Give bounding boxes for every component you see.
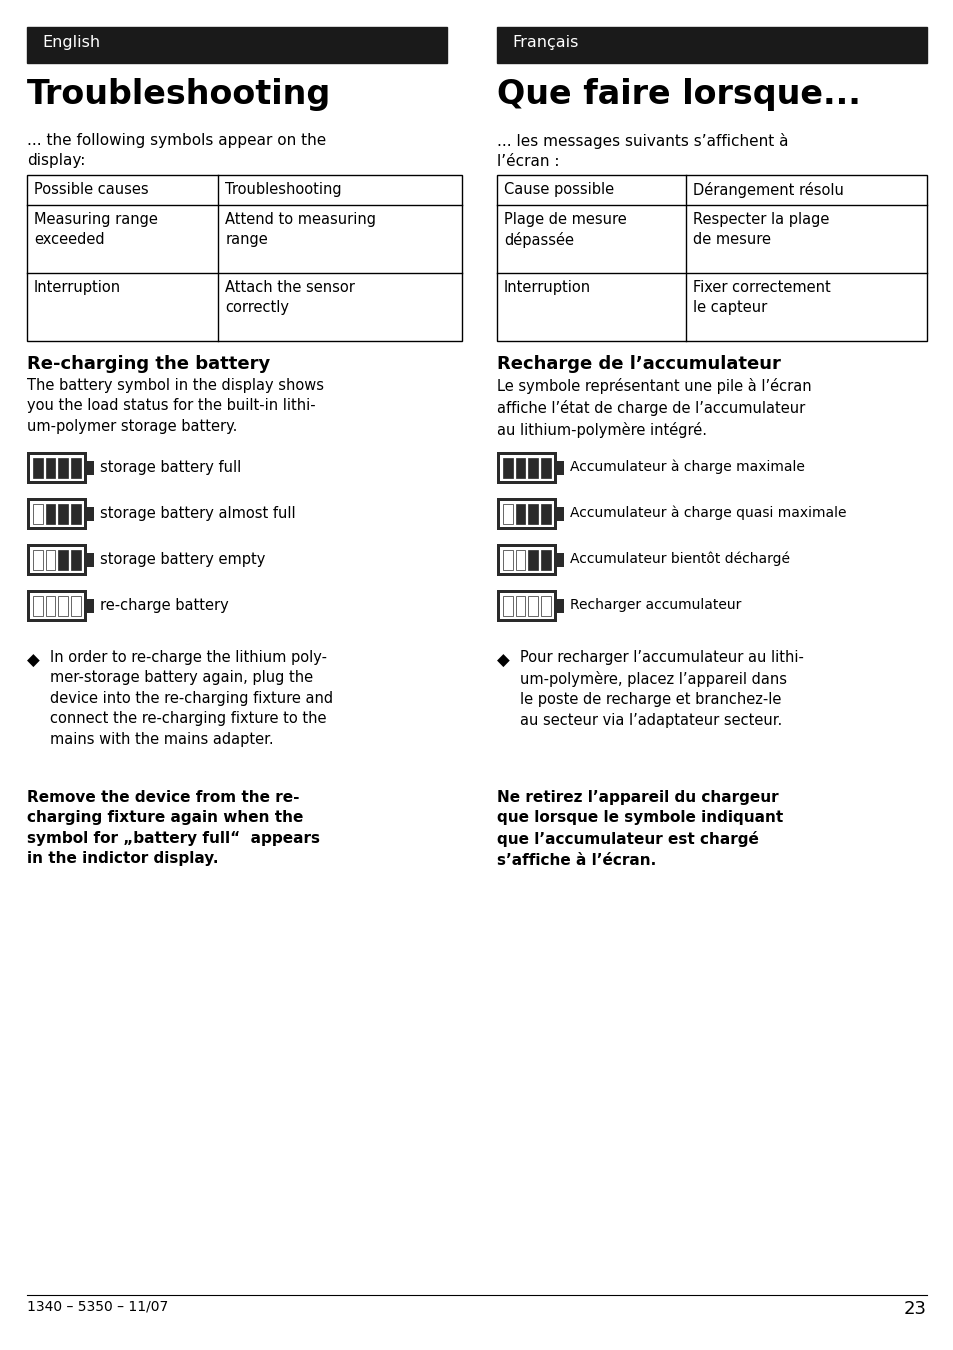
Bar: [46, 504, 55, 524]
Bar: [30, 501, 84, 526]
Text: Recharger accumulateur: Recharger accumulateur: [569, 598, 740, 612]
Bar: [528, 458, 537, 478]
Bar: [71, 595, 81, 616]
Bar: [528, 504, 537, 524]
Bar: [46, 549, 55, 570]
Text: Interruption: Interruption: [34, 279, 121, 296]
Text: storage battery full: storage battery full: [100, 460, 241, 475]
Text: Attach the sensor
correctly: Attach the sensor correctly: [225, 279, 355, 315]
Bar: [516, 549, 525, 570]
Text: Recharge de l’accumulateur: Recharge de l’accumulateur: [497, 355, 781, 373]
Bar: [540, 504, 551, 524]
Text: Accumulateur bientôt déchargé: Accumulateur bientôt déchargé: [569, 552, 789, 567]
Bar: [557, 554, 563, 567]
Bar: [557, 508, 563, 521]
Bar: [46, 458, 55, 478]
Text: Que faire lorsque...: Que faire lorsque...: [497, 78, 860, 111]
Bar: [33, 458, 43, 478]
Text: Possible causes: Possible causes: [34, 182, 149, 197]
Text: Cause possible: Cause possible: [503, 182, 614, 197]
Text: Re-charging the battery: Re-charging the battery: [27, 355, 270, 373]
Bar: [87, 460, 94, 475]
Text: Troubleshooting: Troubleshooting: [225, 182, 342, 197]
Bar: [30, 455, 84, 481]
Text: Ne retirez l’appareil du chargeur
que lorsque le symbole indiquant
que l’accumul: Ne retirez l’appareil du chargeur que lo…: [497, 790, 782, 868]
Bar: [557, 460, 563, 475]
Bar: [27, 498, 87, 531]
Bar: [502, 458, 512, 478]
Bar: [540, 549, 551, 570]
Text: Accumulateur à charge quasi maximale: Accumulateur à charge quasi maximale: [569, 506, 845, 521]
Text: Measuring range
exceeded: Measuring range exceeded: [34, 212, 157, 247]
Text: re-charge battery: re-charge battery: [100, 598, 229, 613]
Bar: [502, 549, 512, 570]
Bar: [516, 458, 525, 478]
Bar: [71, 549, 81, 570]
Bar: [499, 455, 554, 481]
Bar: [540, 595, 551, 616]
Text: storage battery almost full: storage battery almost full: [100, 506, 295, 521]
Bar: [540, 458, 551, 478]
Bar: [46, 595, 55, 616]
Bar: [58, 549, 69, 570]
Bar: [499, 501, 554, 526]
Text: In order to re-charge the lithium poly-
mer-storage battery again, plug the
devi: In order to re-charge the lithium poly- …: [50, 649, 333, 747]
Bar: [497, 452, 557, 485]
Text: ◆: ◆: [497, 652, 509, 670]
Text: storage battery empty: storage battery empty: [100, 552, 265, 567]
Bar: [71, 458, 81, 478]
Text: Troubleshooting: Troubleshooting: [27, 78, 331, 111]
Bar: [516, 595, 525, 616]
Text: Pour recharger l’accumulateur au lithi-
um-polymère, placez l’appareil dans
le p: Pour recharger l’accumulateur au lithi- …: [519, 649, 803, 728]
Bar: [528, 595, 537, 616]
Bar: [30, 547, 84, 572]
Bar: [557, 599, 563, 613]
Text: Respecter la plage
de mesure: Respecter la plage de mesure: [693, 212, 829, 247]
Text: 23: 23: [903, 1300, 926, 1318]
Bar: [27, 27, 447, 63]
Bar: [33, 549, 43, 570]
Text: ... the following symbols appear on the
display:: ... the following symbols appear on the …: [27, 134, 326, 167]
Bar: [71, 504, 81, 524]
Text: ... les messages suivants s’affichent à
l’écran :: ... les messages suivants s’affichent à …: [497, 134, 788, 169]
Text: Remove the device from the re-
charging fixture again when the
symbol for „batte: Remove the device from the re- charging …: [27, 790, 319, 867]
Bar: [27, 452, 87, 485]
Bar: [516, 504, 525, 524]
Bar: [87, 508, 94, 521]
Bar: [27, 176, 461, 342]
Text: Français: Français: [512, 35, 578, 50]
Text: Plage de mesure
dépassée: Plage de mesure dépassée: [503, 212, 626, 248]
Bar: [58, 504, 69, 524]
Bar: [499, 593, 554, 620]
Bar: [33, 595, 43, 616]
Text: Interruption: Interruption: [503, 279, 591, 296]
Bar: [87, 554, 94, 567]
Text: Accumulateur à charge maximale: Accumulateur à charge maximale: [569, 460, 804, 474]
Bar: [30, 593, 84, 620]
Bar: [497, 27, 926, 63]
Text: The battery symbol in the display shows
you the load status for the built-in lit: The battery symbol in the display shows …: [27, 378, 324, 433]
Text: ◆: ◆: [27, 652, 40, 670]
Bar: [528, 549, 537, 570]
Bar: [87, 599, 94, 613]
Bar: [27, 590, 87, 622]
Bar: [33, 504, 43, 524]
Bar: [497, 498, 557, 531]
Bar: [502, 504, 512, 524]
Bar: [497, 176, 926, 342]
Bar: [58, 458, 69, 478]
Text: Dérangement résolu: Dérangement résolu: [693, 182, 843, 198]
Bar: [499, 547, 554, 572]
Bar: [58, 595, 69, 616]
Bar: [497, 590, 557, 622]
Text: Le symbole représentant une pile à l’écran
affiche l’état de charge de l’accumul: Le symbole représentant une pile à l’écr…: [497, 378, 811, 437]
Text: English: English: [42, 35, 100, 50]
Text: Fixer correctement
le capteur: Fixer correctement le capteur: [693, 279, 830, 315]
Bar: [502, 595, 512, 616]
Bar: [27, 544, 87, 576]
Bar: [497, 544, 557, 576]
Text: Attend to measuring
range: Attend to measuring range: [225, 212, 376, 247]
Text: 1340 – 5350 – 11/07: 1340 – 5350 – 11/07: [27, 1300, 168, 1314]
